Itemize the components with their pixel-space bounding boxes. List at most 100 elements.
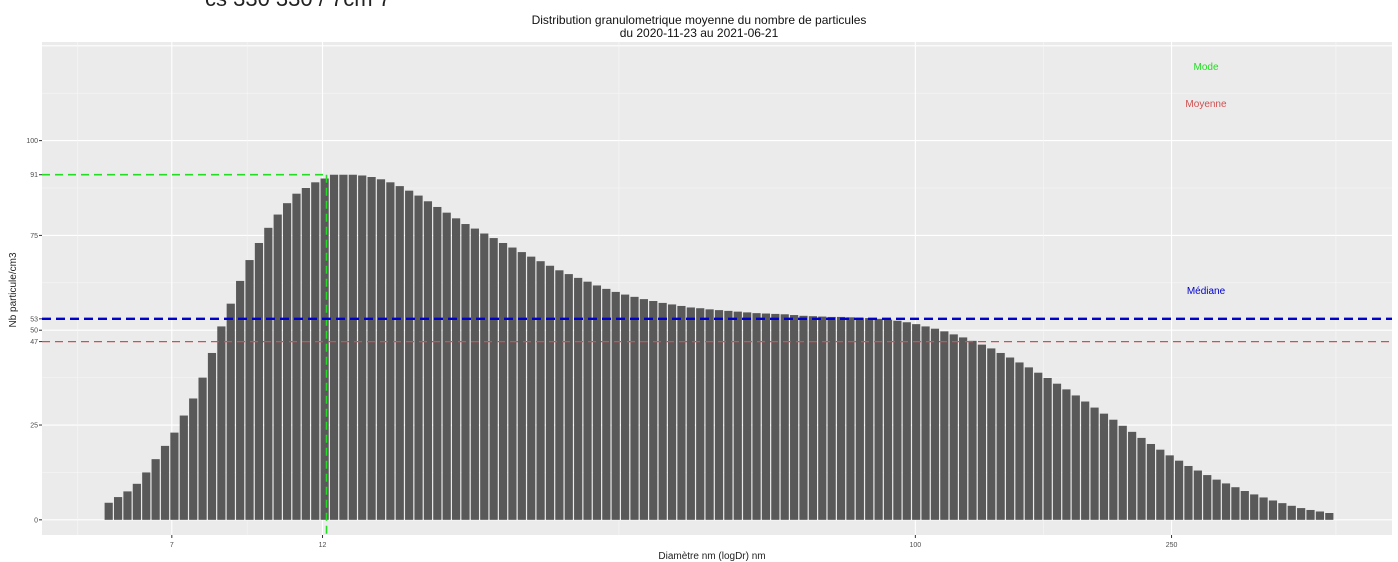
bar bbox=[132, 483, 141, 520]
bar bbox=[1034, 372, 1043, 520]
bar bbox=[883, 319, 893, 520]
bar bbox=[151, 459, 160, 520]
bar bbox=[724, 310, 733, 520]
bar bbox=[855, 317, 864, 520]
bar bbox=[977, 344, 986, 520]
bar bbox=[667, 304, 677, 520]
bar bbox=[959, 337, 968, 520]
bar bbox=[1315, 511, 1325, 520]
bar bbox=[771, 313, 780, 520]
bar bbox=[1212, 479, 1221, 520]
bar bbox=[123, 491, 132, 520]
bar bbox=[189, 398, 198, 520]
bar bbox=[968, 340, 977, 520]
bar bbox=[555, 270, 564, 520]
bar bbox=[1062, 389, 1071, 520]
bar bbox=[1240, 491, 1249, 520]
bar bbox=[1268, 500, 1278, 520]
bar bbox=[339, 174, 348, 520]
bar bbox=[1099, 413, 1109, 520]
bar bbox=[714, 310, 724, 520]
bar bbox=[236, 280, 245, 520]
bar bbox=[1306, 509, 1315, 520]
bar bbox=[442, 212, 451, 520]
bar bbox=[226, 303, 235, 520]
bar bbox=[1015, 362, 1024, 520]
bar bbox=[452, 218, 461, 520]
bar bbox=[536, 261, 545, 520]
bar bbox=[1297, 508, 1306, 520]
bar bbox=[743, 312, 752, 520]
bar bbox=[649, 301, 658, 520]
bar bbox=[489, 238, 498, 520]
bar bbox=[930, 328, 940, 520]
y-tick-label: 75 bbox=[30, 233, 38, 240]
reference-lines bbox=[42, 173, 1392, 535]
bar bbox=[790, 315, 799, 520]
bar bbox=[846, 317, 855, 520]
bar bbox=[912, 324, 921, 520]
bar bbox=[940, 331, 949, 520]
x-axis: 7 12 100 250 bbox=[170, 535, 1177, 549]
bar bbox=[705, 309, 714, 520]
x-axis-label: Diamètre nm (logDr) nm bbox=[658, 551, 765, 562]
bar bbox=[1156, 449, 1165, 520]
bar bbox=[273, 214, 282, 520]
bar bbox=[1052, 383, 1062, 520]
bar bbox=[142, 472, 151, 520]
bar bbox=[752, 313, 761, 520]
y-tick-label: 47 bbox=[30, 339, 38, 346]
y-tick-label: 50 bbox=[30, 328, 38, 335]
bar bbox=[1137, 437, 1146, 520]
y-tick-label: 25 bbox=[30, 423, 38, 430]
y-axis-label: Nb particule/cm3 bbox=[8, 252, 19, 327]
bar bbox=[207, 352, 217, 520]
bar bbox=[780, 314, 789, 520]
x-tick-label: 100 bbox=[910, 542, 922, 549]
bar bbox=[104, 502, 113, 520]
x-tick-label: 12 bbox=[319, 542, 327, 549]
bar bbox=[921, 326, 930, 520]
bar bbox=[217, 326, 226, 520]
bar bbox=[836, 316, 846, 520]
bar bbox=[545, 265, 555, 520]
bar bbox=[639, 299, 648, 520]
bar bbox=[292, 193, 301, 520]
bar bbox=[527, 256, 536, 520]
bar bbox=[301, 188, 310, 520]
bar bbox=[902, 322, 911, 520]
bar bbox=[376, 179, 386, 520]
reference-label: Moyenne bbox=[1185, 99, 1227, 110]
y-axis: 0 25 47 50 53 75 91 100 bbox=[26, 138, 42, 524]
bar bbox=[1287, 505, 1296, 520]
bars bbox=[104, 174, 1334, 520]
bar bbox=[893, 320, 902, 520]
bar bbox=[1005, 357, 1015, 520]
chart-subtitle: du 2020-11-23 au 2021-06-21 bbox=[619, 26, 779, 40]
bar bbox=[517, 252, 526, 520]
bar bbox=[1325, 513, 1334, 520]
bar bbox=[574, 277, 583, 520]
bar bbox=[818, 316, 827, 520]
bar bbox=[282, 203, 292, 520]
bar bbox=[414, 195, 423, 520]
bar bbox=[179, 415, 188, 520]
bar bbox=[808, 316, 817, 520]
bar bbox=[386, 182, 395, 520]
bar bbox=[405, 190, 414, 520]
bar bbox=[1184, 465, 1193, 520]
bar bbox=[686, 307, 695, 520]
bar bbox=[761, 313, 771, 520]
bar bbox=[348, 174, 357, 520]
bar bbox=[1043, 377, 1052, 520]
bar bbox=[1109, 419, 1118, 520]
bar bbox=[1193, 470, 1202, 520]
bar bbox=[433, 206, 442, 520]
bar bbox=[1278, 503, 1287, 520]
bar bbox=[508, 247, 517, 520]
y-tick-label: 91 bbox=[30, 172, 38, 179]
bar bbox=[480, 233, 489, 520]
bar bbox=[1118, 425, 1127, 520]
bar bbox=[367, 177, 376, 520]
bar bbox=[1165, 455, 1174, 520]
